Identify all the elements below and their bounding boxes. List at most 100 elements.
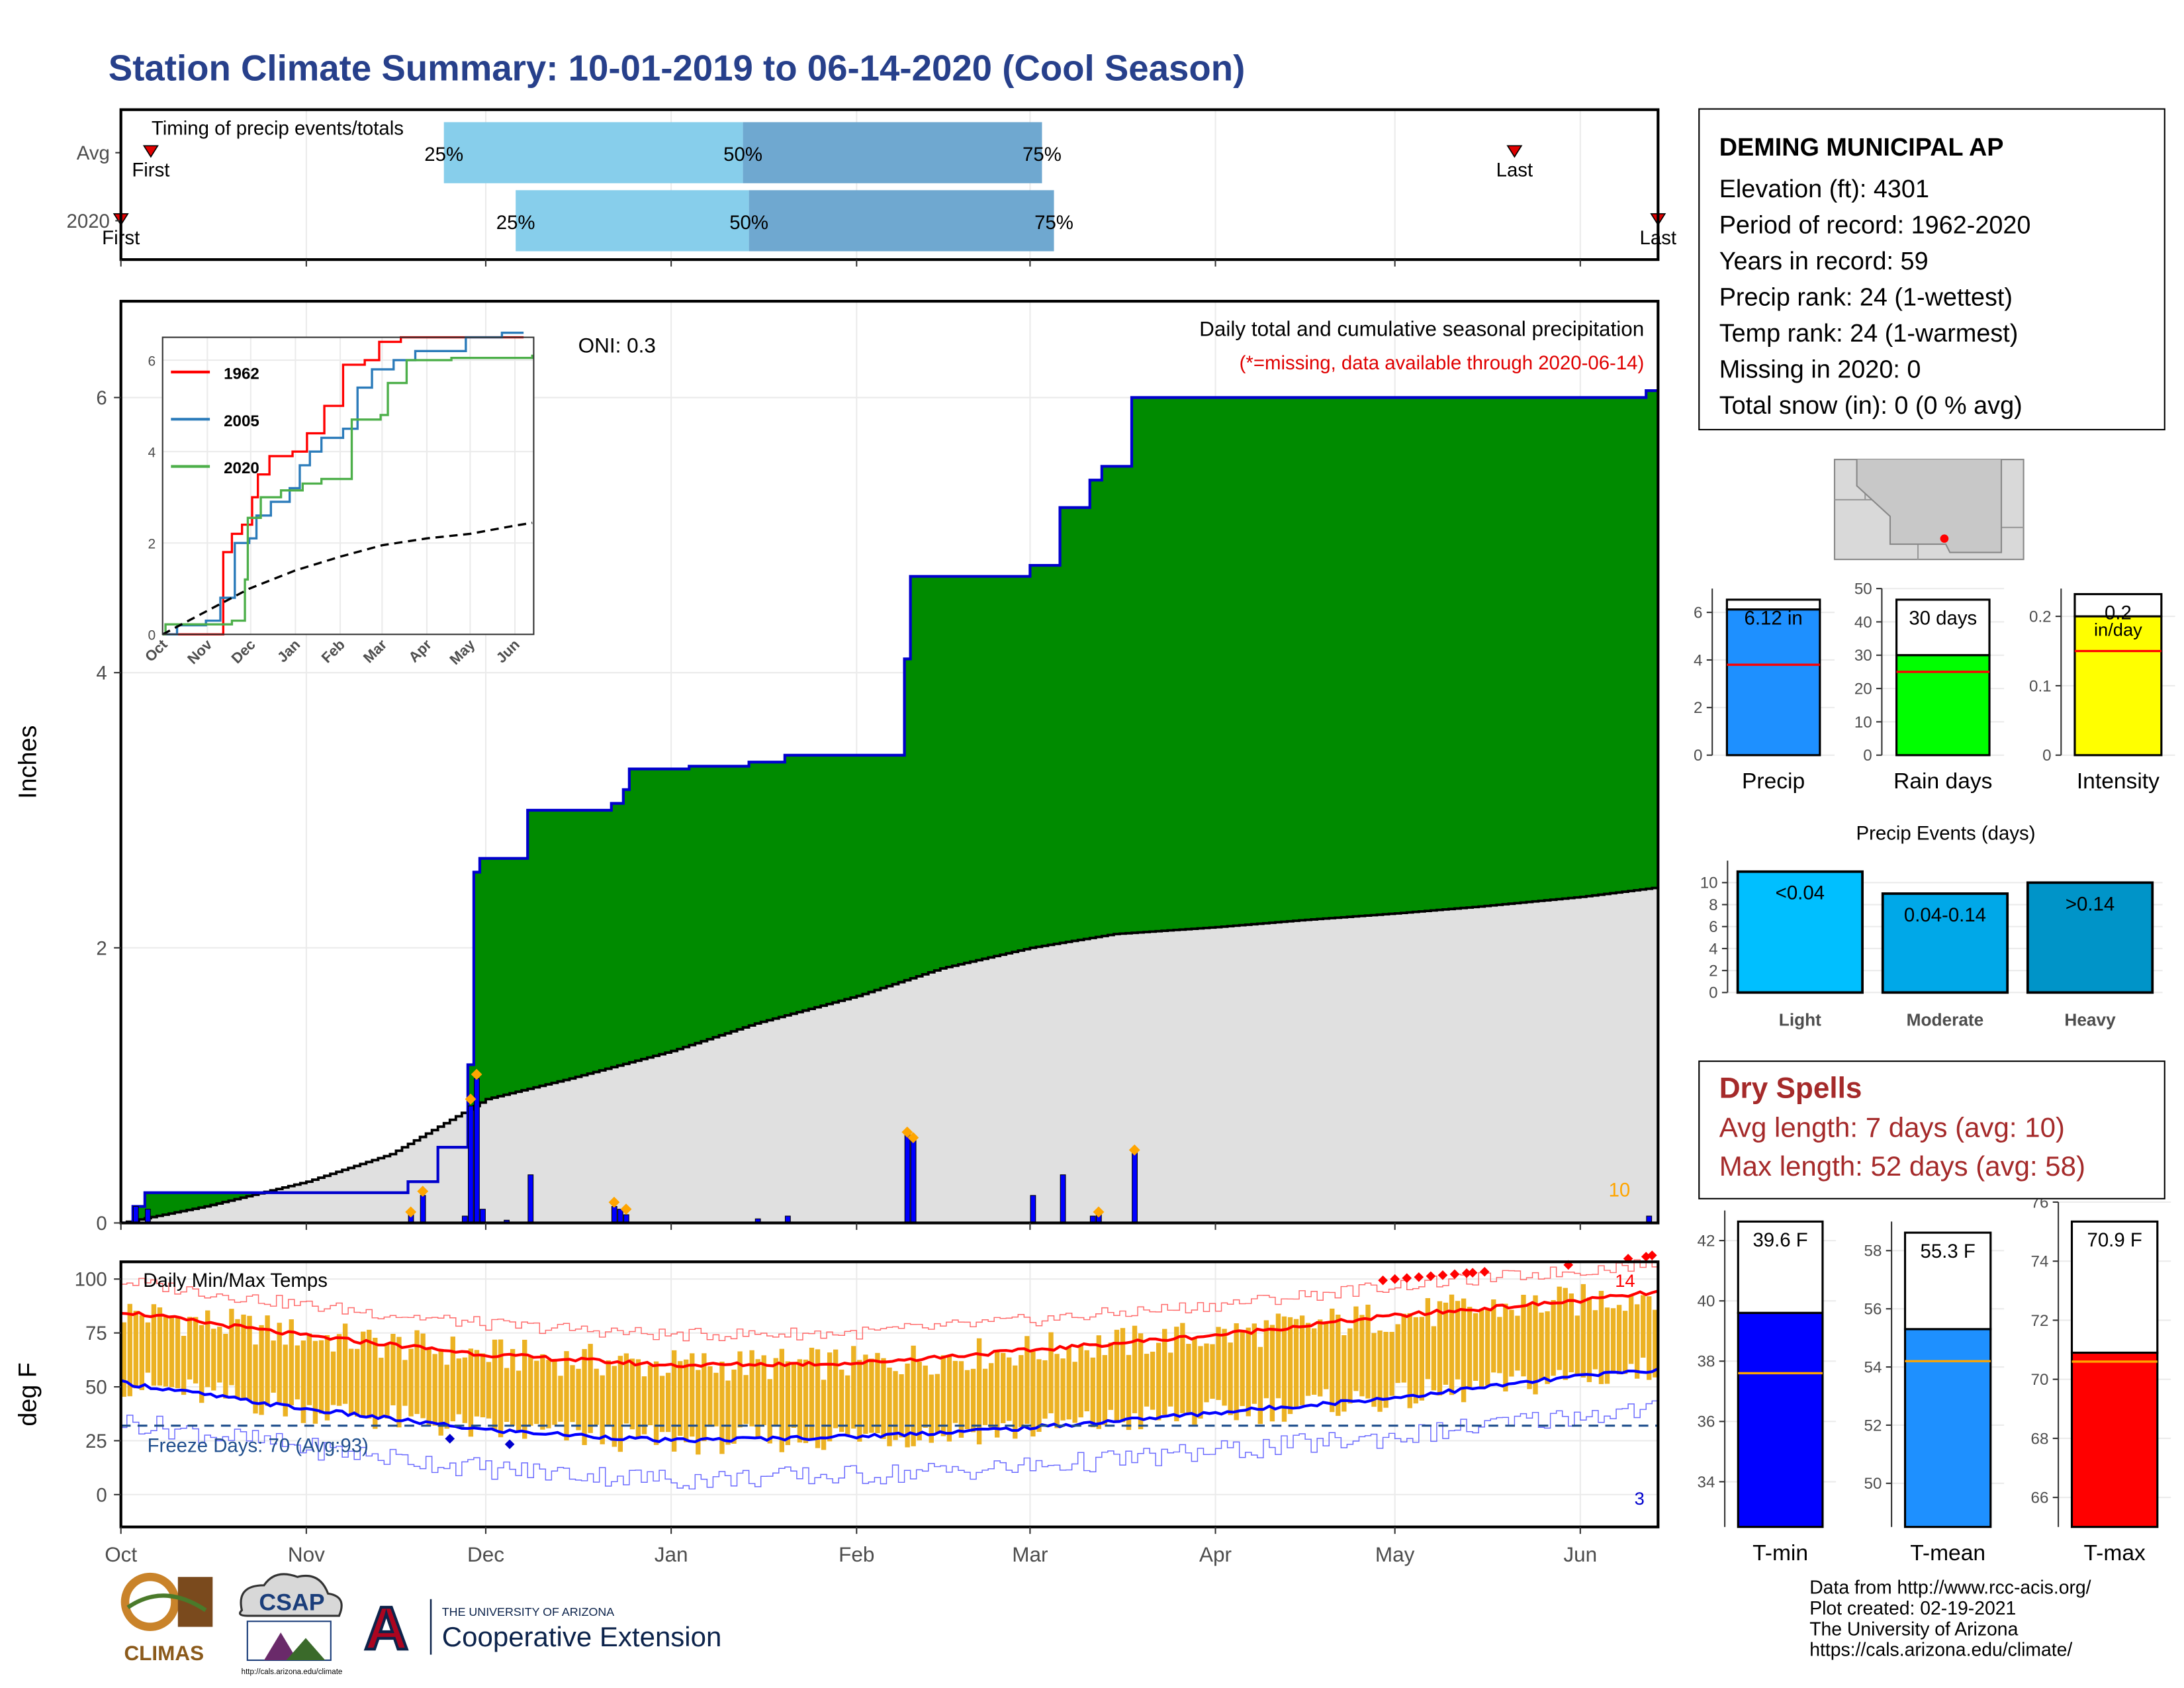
temp-daily-bar	[205, 1310, 210, 1387]
dry-spells-max: Max length: 52 days (avg: 58)	[1719, 1152, 2086, 1183]
temp-daily-bar	[1342, 1335, 1347, 1412]
temp-daily-bar	[408, 1348, 414, 1417]
temp-daily-bar	[994, 1352, 1000, 1438]
temp-daily-bar	[1545, 1311, 1550, 1384]
station-name: DEMING MUNICIPAL AP	[1719, 133, 2004, 162]
credit-university: The University of Arizona	[1809, 1618, 2019, 1640]
temp-x-tick-label: Jun	[1563, 1543, 1597, 1566]
precip-daily-bar	[480, 1209, 486, 1223]
temp-x-tick-label: Oct	[105, 1543, 137, 1566]
temp-freeze-label: Freeze Days: 70 (Avg:93)	[148, 1434, 369, 1456]
inset-legend-label: 2020	[224, 459, 259, 477]
temp-daily-bar	[851, 1346, 856, 1429]
temp-daily-bar	[665, 1372, 671, 1432]
temp-daily-bar	[336, 1334, 342, 1406]
precip-daily-bar	[144, 1209, 151, 1223]
temp-daily-bar	[857, 1360, 862, 1442]
temp-daily-bar	[869, 1358, 874, 1433]
temp-daily-bar	[402, 1360, 408, 1406]
precip-total-chart-value-label: 6.12 in	[1744, 608, 1802, 630]
temp-daily-bar	[1030, 1351, 1036, 1437]
ua-logo-letter: A	[364, 1593, 408, 1662]
temp-daily-bar	[970, 1368, 976, 1432]
temp-daily-bar	[1269, 1325, 1275, 1422]
tmean-chart-y-tick-label: 52	[1864, 1417, 1882, 1434]
temp-daily-bar	[1551, 1300, 1556, 1376]
temp-daily-bar	[982, 1368, 988, 1425]
temp-record-low-line	[120, 1400, 1659, 1490]
temp-daily-bar	[863, 1354, 868, 1434]
events-y-tick-label: 0	[1709, 984, 1717, 1002]
intensity-chart-bar	[2073, 615, 2163, 757]
temp-hot-marker	[1402, 1273, 1412, 1284]
temp-daily-bar	[462, 1357, 468, 1423]
temp-daily-bar	[1246, 1327, 1251, 1417]
precip-avg-area	[120, 888, 1659, 1223]
temp-x-tick-label: Jan	[655, 1543, 688, 1566]
temp-daily-bar	[929, 1374, 934, 1443]
inset-series-line	[162, 336, 524, 636]
temp-daily-bar	[1281, 1316, 1287, 1422]
temp-frame	[119, 1260, 1660, 1528]
tmax-chart-category-label: T-max	[2083, 1541, 2146, 1566]
temp-daily-bar	[785, 1361, 791, 1446]
tmin-chart-value-label: 39.6 F	[1752, 1229, 1807, 1251]
temp-daily-bar	[1042, 1360, 1048, 1419]
timing-title: Timing of precip events/totals	[152, 117, 404, 139]
inset-y-tick-label: 0	[148, 628, 156, 643]
intensity-chart-y-tick-label: 0.2	[2029, 608, 2052, 626]
temp-daily-bar	[803, 1359, 809, 1443]
temp-hot-marker	[1437, 1270, 1448, 1280]
events-y-tick-label: 8	[1709, 896, 1717, 914]
temp-daily-bar	[414, 1330, 420, 1415]
events-category-label: Light	[1779, 1010, 1821, 1030]
tmax-chart-value-label: 70.9 F	[2087, 1229, 2142, 1251]
temp-daily-bar	[635, 1359, 641, 1439]
precip-daily-bar	[617, 1209, 623, 1223]
events-y-tick-label: 10	[1700, 874, 1718, 892]
temp-daily-bar	[647, 1365, 653, 1426]
precip-daily-bar	[910, 1140, 917, 1223]
temp-daily-bar	[175, 1317, 181, 1389]
temp-daily-bar	[157, 1307, 163, 1386]
temp-daily-bar	[456, 1358, 461, 1415]
temp-daily-bar	[354, 1348, 360, 1417]
temp-daily-bar	[1210, 1344, 1215, 1399]
temp-title: Daily Min/Max Temps	[143, 1270, 328, 1291]
temp-daily-bar	[1634, 1304, 1640, 1379]
temp-daily-bar	[594, 1368, 599, 1425]
temp-daily-bar	[1108, 1342, 1114, 1410]
temp-daily-bar	[905, 1363, 910, 1448]
precip-title: Daily total and cumulative seasonal prec…	[1199, 317, 1644, 340]
temp-daily-bar	[1168, 1352, 1173, 1407]
temp-daily-bar	[946, 1356, 952, 1442]
temp-x-tick-label: May	[1375, 1543, 1415, 1566]
rain-days-chart-y-tick-label: 40	[1854, 614, 1872, 632]
temp-daily-bar	[1610, 1308, 1616, 1374]
intensity-chart-unit-label: in/day	[2094, 619, 2142, 639]
csap-logo-text: CSAP	[259, 1589, 324, 1616]
temp-daily-bar	[952, 1360, 958, 1423]
temp-daily-bar	[342, 1323, 348, 1404]
rain-days-chart-bar	[1895, 654, 1991, 757]
temp-daily-bar	[474, 1350, 480, 1417]
temp-daily-bar	[229, 1309, 234, 1385]
timing-q25-label: 25%	[496, 212, 535, 234]
csap-logo-url: http://cals.arizona.edu/climate	[242, 1668, 343, 1676]
temp-daily-bar	[988, 1363, 994, 1429]
temp-daily-bar	[1359, 1315, 1365, 1397]
credit-url: https://cals.arizona.edu/climate/	[1809, 1639, 2073, 1661]
tmean-chart-category-label: T-mean	[1910, 1541, 1985, 1566]
temp-daily-bar	[396, 1336, 402, 1428]
temp-x-tick-label: Nov	[288, 1543, 325, 1566]
temp-daily-bar	[1180, 1323, 1185, 1413]
temp-daily-bar	[1024, 1336, 1030, 1425]
temp-daily-bar	[1019, 1355, 1024, 1427]
dry-spells-heading: Dry Spells	[1719, 1072, 1862, 1105]
temp-daily-bar	[265, 1315, 270, 1406]
tmin-chart-y-tick-label: 36	[1698, 1413, 1715, 1431]
tmax-chart-bar	[2070, 1351, 2159, 1528]
temp-daily-bar	[133, 1311, 138, 1389]
temp-record-high-line	[120, 1256, 1659, 1342]
precip-total-chart-category-label: Precip	[1742, 769, 1805, 794]
